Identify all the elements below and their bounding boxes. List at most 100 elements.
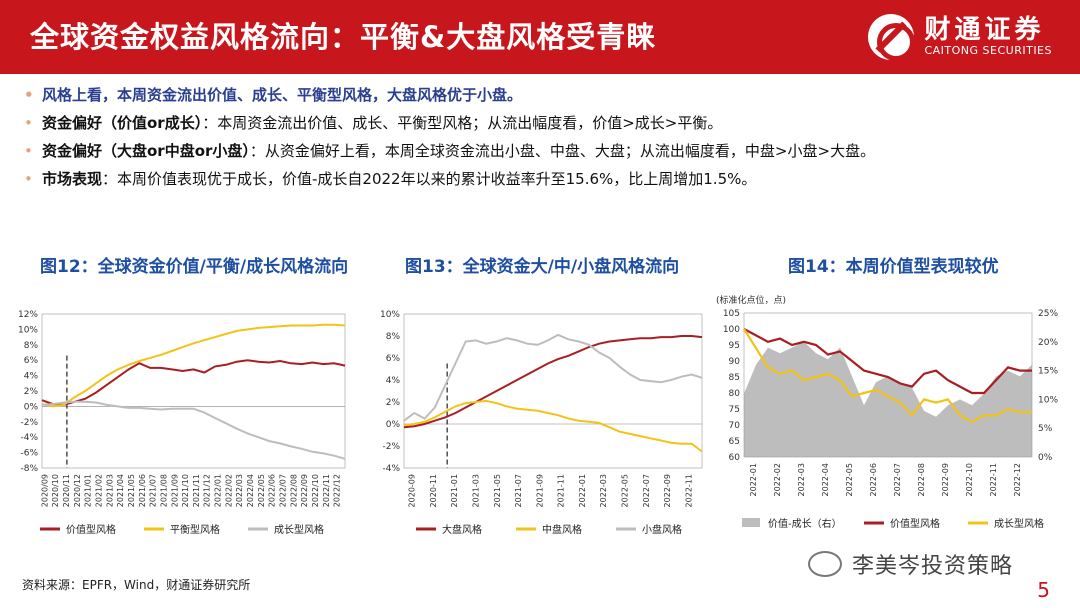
logo-text-cn: 财通证券 xyxy=(924,15,1045,45)
y-tick-label-left: 105 xyxy=(723,309,740,319)
company-logo: 财通证券 CAITONG SECURITIES xyxy=(868,10,1052,64)
y-tick-label: 4% xyxy=(24,372,39,382)
series-area xyxy=(744,341,1032,457)
unit-label: (标准化点位，点) xyxy=(716,294,786,306)
y-tick-label-right: 15% xyxy=(1038,367,1058,377)
y-tick-label-right: 0% xyxy=(1038,453,1053,463)
y-tick-label: -6% xyxy=(20,449,38,459)
x-tick-label: 2020-09 xyxy=(408,474,417,507)
plot-frame xyxy=(403,313,703,469)
x-tick-label: 2022-12 xyxy=(1013,463,1022,496)
bullet-item: • 资金偏好（大盘or中盘or小盘）：从资金偏好上看，本周全球资金流出小盘、中盘、… xyxy=(22,140,1062,168)
legend-label: 平衡型风格 xyxy=(170,523,220,536)
x-tick-label: 2022-11 xyxy=(684,474,693,507)
x-tick-label: 2021-05 xyxy=(493,474,502,507)
chart-14: (标准化点位，点) 105 100 95 90 85 80 75 70 65 60 25% 20% 15%… xyxy=(716,294,1058,530)
x-tick-label: 2022-09 xyxy=(941,463,950,496)
x-tick-label: 2022-05 xyxy=(621,474,630,507)
watermark-text: 李美岑投资策略 xyxy=(852,554,1014,579)
legend-label: 价值型风格 xyxy=(66,523,116,536)
bullet-list: • 风格上看，本周资金流出价值、成长、平衡型风格，大盘风格优于小盘。 • 资金偏好（… xyxy=(22,84,1062,196)
plot-frame xyxy=(743,312,1033,458)
legend-label: 小盘风格 xyxy=(642,523,682,536)
x-tick-label: 2021-09 xyxy=(535,474,544,507)
legend-label: 中盘风格 xyxy=(542,523,582,536)
bullet-text: ：从资金偏好上看，本周全球资金流出小盘、中盘、大盘；从流出幅度看，中盘>小盘>大… xyxy=(249,142,876,160)
y-tick-label: 6% xyxy=(386,354,401,364)
wechat-icon xyxy=(808,551,842,577)
y-tick-label-left: 60 xyxy=(729,453,741,463)
x-tick-label: 2021/09 xyxy=(170,474,179,507)
x-tick-label: 2020/12 xyxy=(73,474,82,507)
legend-swatch xyxy=(742,518,760,527)
y-tick-label-left: 95 xyxy=(729,341,740,351)
series-line xyxy=(743,328,1032,424)
x-tick-label: 2021-11 xyxy=(557,474,566,507)
x-tick-label: 2021-03 xyxy=(472,474,481,507)
y-tick-label: -4% xyxy=(20,433,38,443)
y-tick-label: 8% xyxy=(386,332,401,342)
x-tick-label: 2022-01 xyxy=(749,463,758,496)
bullet-dot-icon: • xyxy=(24,170,33,188)
x-tick-label: 2022/05 xyxy=(257,474,266,507)
legend-label: 价值-成长（右） xyxy=(768,517,842,530)
y-tick-label: 10% xyxy=(380,310,400,320)
x-tick-label: 2020/10 xyxy=(51,474,60,507)
x-tick-label: 2020/09 xyxy=(40,474,49,507)
y-tick-label-left: 90 xyxy=(729,357,741,367)
chart-13: 10% 8% 6% 4% 2% 0% -2% -4% 2020-09 2020-11 2021-01… xyxy=(380,310,703,536)
y-tick-label: 2% xyxy=(386,398,401,408)
y-tick-label-right: 20% xyxy=(1038,338,1058,348)
x-tick-label: 2020-11 xyxy=(429,474,438,507)
bullet-bold: 市场表现 xyxy=(42,170,103,188)
y-tick-label: -2% xyxy=(382,442,400,452)
bullet-item: • 风格上看，本周资金流出价值、成长、平衡型风格，大盘风格优于小盘。 xyxy=(22,84,1062,112)
bullet-item: • 资金偏好（价值or成长）：本周资金流出价值、成长、平衡型风格；从流出幅度看，价… xyxy=(22,112,1062,140)
series-line xyxy=(403,333,703,422)
legend-label: 大盘风格 xyxy=(442,523,482,536)
x-tick-label: 2021-07 xyxy=(514,474,523,507)
bullet-dot-icon: • xyxy=(24,114,33,132)
y-tick-label: -2% xyxy=(20,418,38,428)
y-tick-label: 12% xyxy=(18,310,38,320)
bullet-item: • 市场表现：本周价值表现优于成长，价值-成长自2022年以来的累计收益率升至15… xyxy=(22,168,1062,196)
x-tick-label: 2021/12 xyxy=(203,474,212,507)
x-tick-label: 2022/12 xyxy=(333,474,342,507)
plot-frame xyxy=(41,313,346,469)
x-tick-label: 2021/06 xyxy=(138,474,147,507)
y-tick-label: 8% xyxy=(24,341,39,351)
header-bar: 全球资金权益风格流向：平衡&大盘风格受青睐 财通证券 CAITONG SECUR… xyxy=(0,0,1080,74)
logo-text-en: CAITONG SECURITIES xyxy=(924,44,1052,57)
x-tick-label: 2022/11 xyxy=(322,474,331,507)
watermark: 李美岑投资策略 xyxy=(808,548,1013,580)
series-line xyxy=(41,400,346,460)
x-tick-label: 2022-03 xyxy=(599,474,608,507)
chart-title-12: 图12：全球资金价值/平衡/成长风格流向 xyxy=(40,257,349,277)
x-tick-label: 2022-08 xyxy=(917,463,926,496)
x-tick-label: 2021/02 xyxy=(95,474,104,507)
x-tick-label: 2022-02 xyxy=(773,463,782,496)
x-tick-label: 2021/10 xyxy=(181,474,190,507)
x-tick-label: 2021/04 xyxy=(116,474,125,507)
source-note: 资料来源：EPFR，Wind，财通证券研究所 xyxy=(22,578,251,592)
y-tick-label-left: 100 xyxy=(723,325,740,335)
x-tick-label: 2021-01 xyxy=(450,474,459,507)
y-tick-label-right: 5% xyxy=(1038,424,1053,434)
x-tick-label: 2022/09 xyxy=(300,474,309,507)
chart-12: 12%10%8%6%4%2%0%-2%-4%-6%-8%2020/09 2020/… xyxy=(18,310,346,536)
y-tick-label-left: 80 xyxy=(729,389,741,399)
x-tick-label: 2022/01 xyxy=(214,474,223,507)
x-tick-label: 2022-04 xyxy=(821,463,830,496)
bullet-dot-icon: • xyxy=(24,86,34,104)
y-tick-label: 0% xyxy=(24,402,39,412)
x-tick-label: 2022-10 xyxy=(965,463,974,496)
x-tick-label: 2022/04 xyxy=(246,474,255,507)
bullet-dot-icon: • xyxy=(24,142,33,160)
x-tick-label: 2022/10 xyxy=(311,474,320,507)
bullet-text: ：本周资金流出价值、成长、平衡型风格；从流出幅度看，价值>成长>平衡。 xyxy=(202,114,723,132)
bullet-bold: 风格上看，本周资金流出价值、成长、平衡型风格，大盘风格优于小盘。 xyxy=(42,86,523,104)
logo-icon xyxy=(868,14,916,61)
x-tick-label: 2022-09 xyxy=(663,474,672,507)
chart-title-14: 图14：本周价值型表现较优 xyxy=(788,257,999,277)
y-tick-label: 2% xyxy=(24,387,39,397)
